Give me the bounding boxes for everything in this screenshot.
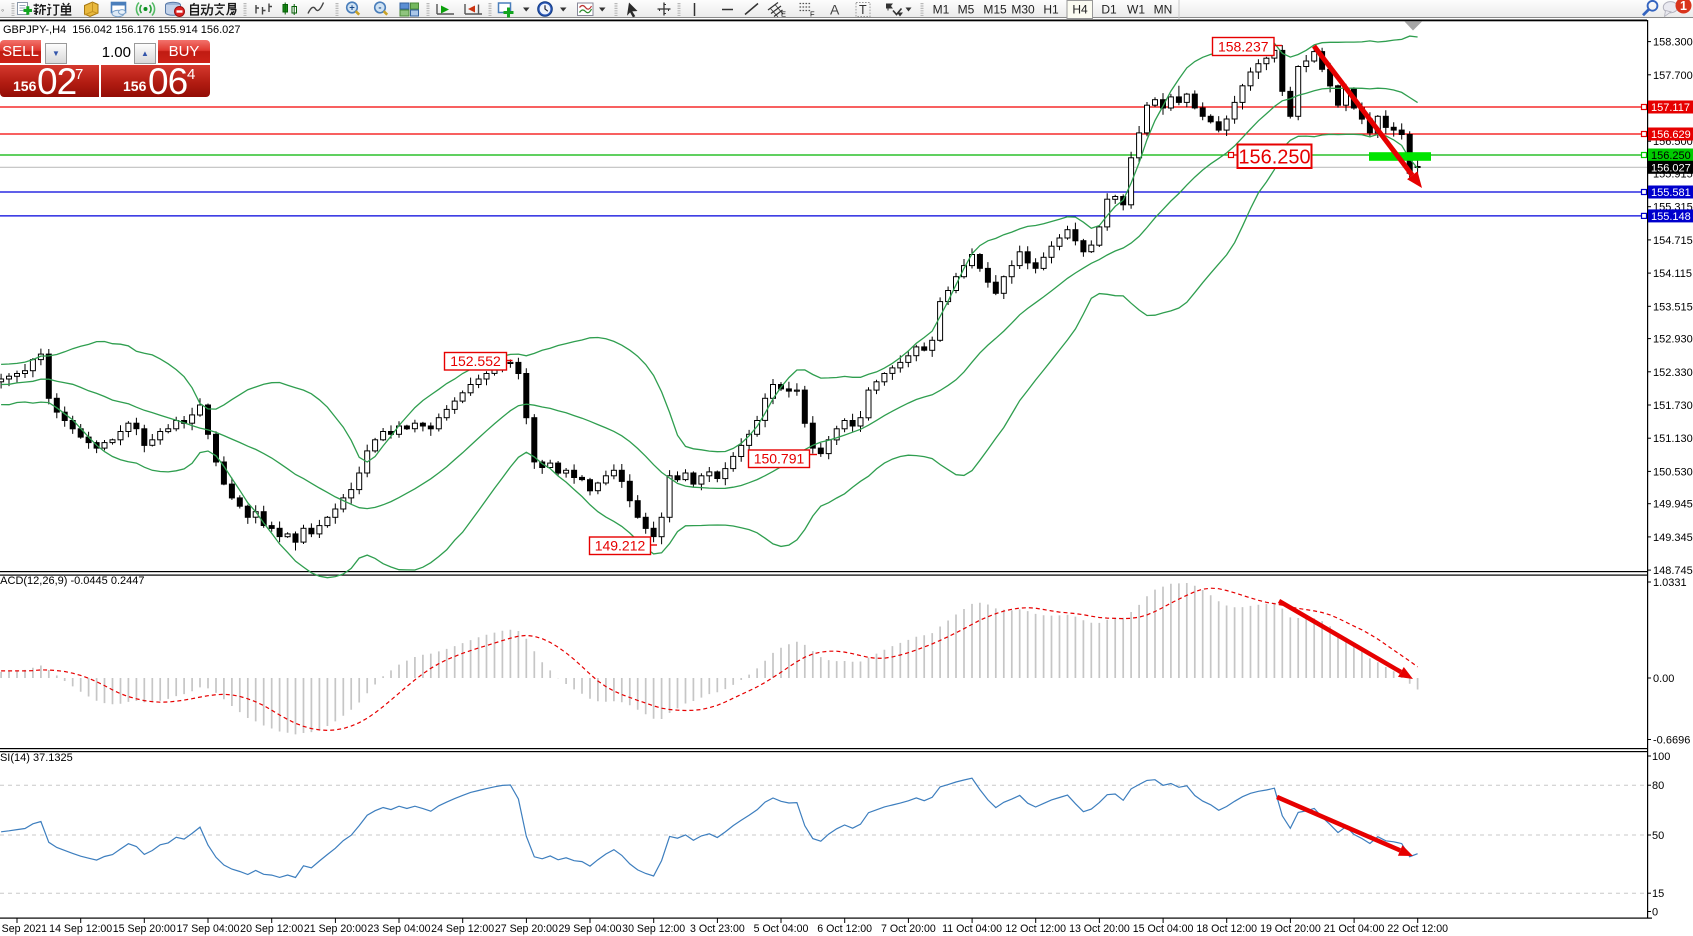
- svg-text:D1: D1: [1101, 3, 1117, 17]
- svg-text:24 Sep 12:00: 24 Sep 12:00: [431, 923, 494, 935]
- svg-text:M15: M15: [983, 3, 1007, 17]
- svg-text:-: -: [378, 3, 381, 14]
- svg-text:15 Sep 20:00: 15 Sep 20:00: [113, 923, 176, 935]
- svg-text:80: 80: [1652, 780, 1664, 792]
- svg-text:0: 0: [1652, 907, 1658, 919]
- svg-text:17 Sep 04:00: 17 Sep 04:00: [176, 923, 239, 935]
- svg-text:27 Sep 20:00: 27 Sep 20:00: [495, 923, 558, 935]
- svg-text:0.00: 0.00: [1653, 673, 1674, 685]
- svg-text:29 Sep 04:00: 29 Sep 04:00: [558, 923, 621, 935]
- svg-text:158.237: 158.237: [1218, 38, 1269, 54]
- svg-text:+: +: [349, 3, 355, 14]
- svg-text:21 Sep 20:00: 21 Sep 20:00: [304, 923, 367, 935]
- svg-text:MN: MN: [1154, 3, 1173, 17]
- svg-text:H1: H1: [1043, 3, 1059, 17]
- svg-text:149.945: 149.945: [1653, 499, 1693, 511]
- svg-text:12 Oct 12:00: 12 Oct 12:00: [1005, 923, 1066, 935]
- svg-text:150.791: 150.791: [754, 451, 805, 467]
- svg-text:MACD(12,26,9) -0.0445 0.2447: MACD(12,26,9) -0.0445 0.2447: [0, 575, 144, 587]
- svg-text:RSI(14) 37.1325: RSI(14) 37.1325: [0, 752, 73, 764]
- svg-text:157.117: 157.117: [1651, 102, 1690, 114]
- svg-text:18 Oct 12:00: 18 Oct 12:00: [1196, 923, 1257, 935]
- svg-text:7 Oct 20:00: 7 Oct 20:00: [881, 923, 936, 935]
- svg-text:149.212: 149.212: [595, 538, 646, 554]
- svg-text:154.715: 154.715: [1653, 235, 1693, 247]
- svg-text:M30: M30: [1011, 3, 1035, 17]
- svg-text:158.300: 158.300: [1653, 37, 1693, 49]
- svg-text:14 Sep 12:00: 14 Sep 12:00: [49, 923, 112, 935]
- svg-text:156.250: 156.250: [1651, 150, 1691, 162]
- svg-text:1.0331: 1.0331: [1653, 577, 1687, 589]
- svg-text:151.130: 151.130: [1653, 433, 1693, 445]
- svg-text:-0.6696: -0.6696: [1653, 735, 1690, 747]
- svg-text:15: 15: [1652, 888, 1664, 900]
- svg-text:A: A: [830, 2, 840, 18]
- svg-text:20 Sep 12:00: 20 Sep 12:00: [240, 923, 303, 935]
- svg-text:22 Oct 12:00: 22 Oct 12:00: [1387, 923, 1448, 935]
- svg-text:154.115: 154.115: [1653, 268, 1692, 280]
- svg-text:◦: ◦: [1, 5, 4, 15]
- svg-text:23 Sep 04:00: 23 Sep 04:00: [367, 923, 430, 935]
- svg-text:100: 100: [1652, 751, 1670, 763]
- svg-text:F: F: [810, 10, 815, 19]
- svg-text:152.330: 152.330: [1653, 367, 1693, 379]
- svg-text:H4: H4: [1072, 3, 1088, 17]
- svg-text:T: T: [859, 3, 867, 17]
- svg-text:148.745: 148.745: [1653, 565, 1693, 577]
- svg-text:W1: W1: [1127, 3, 1145, 17]
- svg-text:3 Oct 23:00: 3 Oct 23:00: [690, 923, 745, 935]
- svg-text:19 Oct 20:00: 19 Oct 20:00: [1260, 923, 1321, 935]
- svg-text:50: 50: [1652, 830, 1664, 842]
- svg-text:152.930: 152.930: [1653, 334, 1693, 346]
- svg-text:150.530: 150.530: [1653, 466, 1693, 478]
- svg-text:149.345: 149.345: [1653, 532, 1693, 544]
- svg-text:13 Oct 20:00: 13 Oct 20:00: [1069, 923, 1130, 935]
- svg-text:13 Sep 2021: 13 Sep 2021: [0, 923, 47, 935]
- svg-text:156.250: 156.250: [1238, 146, 1310, 168]
- svg-text:151.730: 151.730: [1653, 400, 1693, 412]
- svg-text:155.581: 155.581: [1651, 187, 1691, 199]
- svg-text:E: E: [781, 10, 786, 19]
- svg-text:157.700: 157.700: [1653, 70, 1693, 82]
- svg-text:1: 1: [1680, 0, 1687, 13]
- svg-text:M5: M5: [958, 3, 975, 17]
- svg-text:156.027: 156.027: [1651, 162, 1691, 174]
- svg-text:30 Sep 12:00: 30 Sep 12:00: [622, 923, 685, 935]
- svg-text:11 Oct 04:00: 11 Oct 04:00: [942, 923, 1002, 935]
- svg-text:21 Oct 04:00: 21 Oct 04:00: [1324, 923, 1385, 935]
- svg-text:155.148: 155.148: [1651, 211, 1691, 223]
- svg-text:152.552: 152.552: [450, 353, 501, 369]
- svg-text:156.629: 156.629: [1651, 129, 1691, 141]
- svg-text:153.515: 153.515: [1653, 301, 1693, 313]
- svg-text:15 Oct 04:00: 15 Oct 04:00: [1133, 923, 1194, 935]
- svg-text:M1: M1: [933, 3, 950, 17]
- svg-text:6 Oct 12:00: 6 Oct 12:00: [817, 923, 872, 935]
- svg-text:5 Oct 04:00: 5 Oct 04:00: [754, 923, 809, 935]
